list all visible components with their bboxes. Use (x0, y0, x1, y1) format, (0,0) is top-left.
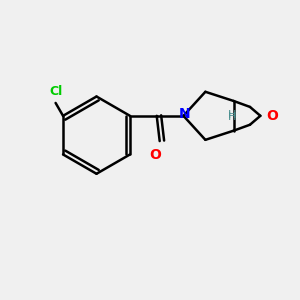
Text: H: H (228, 110, 236, 120)
Text: H: H (228, 112, 236, 122)
Text: Cl: Cl (49, 85, 62, 98)
Text: O: O (266, 109, 278, 123)
Text: O: O (149, 148, 161, 162)
Text: N: N (179, 107, 191, 121)
